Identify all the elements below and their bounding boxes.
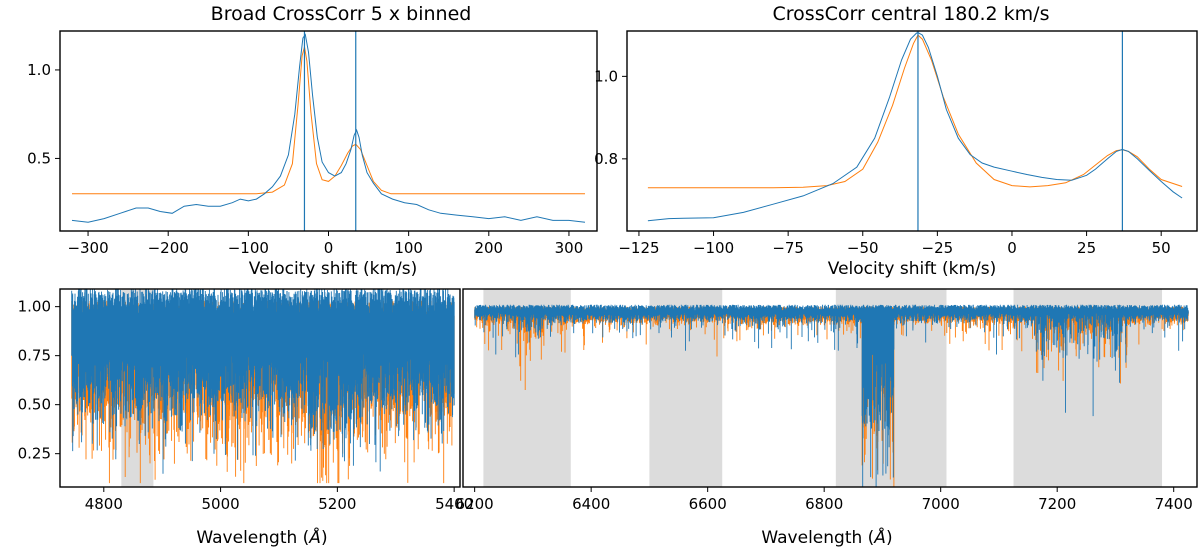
x-tick-label: −75	[772, 239, 804, 257]
x-tick-label: 0	[324, 239, 334, 257]
axes-frame	[59, 288, 461, 488]
x-tick-label: 25	[1077, 239, 1096, 257]
x-axis-label: Velocity shift (km/s)	[828, 259, 996, 279]
x-tick-label: 100	[394, 239, 423, 257]
series-fit	[647, 34, 1183, 189]
x-tick-label: 4800	[85, 495, 123, 513]
panel-central-crosscorr: CrossCorr central 180.2 km/s −125 −100 −75…	[594, 3, 1198, 279]
axes-frame	[626, 30, 1198, 232]
panel-title: Broad CrossCorr 5 x binned	[211, 3, 472, 25]
x-tick-label: 5400	[435, 495, 473, 513]
x-tick-label: −100	[693, 239, 734, 257]
panel-title: CrossCorr central 180.2 km/s	[773, 3, 1050, 25]
x-tick-label: −300	[67, 239, 108, 257]
x-tick-label: 50	[1152, 239, 1171, 257]
x-tick-label: 7000	[922, 495, 960, 513]
x-tick-label: −125	[618, 239, 659, 257]
y-tick-label: 0.50	[18, 396, 51, 414]
x-tick-label: 6400	[572, 495, 610, 513]
x-tick-label: 5200	[318, 495, 356, 513]
x-tick-label: 5000	[201, 495, 239, 513]
x-tick-label: 7200	[1038, 495, 1076, 513]
x-tick-label: −25	[922, 239, 954, 257]
series-observed	[474, 304, 1189, 487]
y-tick-label: 1.0	[27, 61, 51, 79]
x-tick-label: 300	[555, 239, 584, 257]
x-tick-label: 200	[474, 239, 503, 257]
x-tick-label: 6200	[456, 495, 494, 513]
series-observed	[71, 289, 455, 474]
y-tick-label: 1.00	[18, 298, 51, 316]
y-tick-label: 0.25	[18, 445, 51, 463]
panel-spectrum-blue: 4800 5000 5200 5400 0.25 0.50 0.75 1.00 Wavelen…	[18, 288, 473, 548]
axes-frame	[462, 288, 1198, 488]
x-tick-label: −100	[228, 239, 269, 257]
x-tick-label: 6800	[805, 495, 843, 513]
series-data	[647, 32, 1183, 222]
x-tick-label: 6600	[689, 495, 727, 513]
panel-broad-crosscorr: Broad CrossCorr 5 x binned −300 −200 −100 0…	[27, 3, 598, 279]
y-tick-label: 0.5	[27, 149, 51, 167]
y-tick-label: 0.8	[594, 150, 618, 168]
panel-spectrum-red: 6200 6400 6600 6800 7000 7200 7400 Wavelength …	[456, 288, 1198, 548]
x-axis-label: Wavelength (Å)	[761, 526, 892, 548]
y-tick-label: 0.75	[18, 347, 51, 365]
axes-frame	[59, 30, 598, 232]
x-tick-label: −200	[148, 239, 189, 257]
x-axis-label: Velocity shift (km/s)	[249, 259, 417, 279]
y-tick-label: 1.0	[594, 67, 618, 85]
x-tick-label: −50	[847, 239, 879, 257]
x-tick-label: 7400	[1155, 495, 1193, 513]
x-tick-label: 0	[1007, 239, 1017, 257]
series-data	[71, 33, 586, 223]
series-fit	[72, 46, 585, 195]
x-axis-label: Wavelength (Å)	[196, 526, 327, 548]
